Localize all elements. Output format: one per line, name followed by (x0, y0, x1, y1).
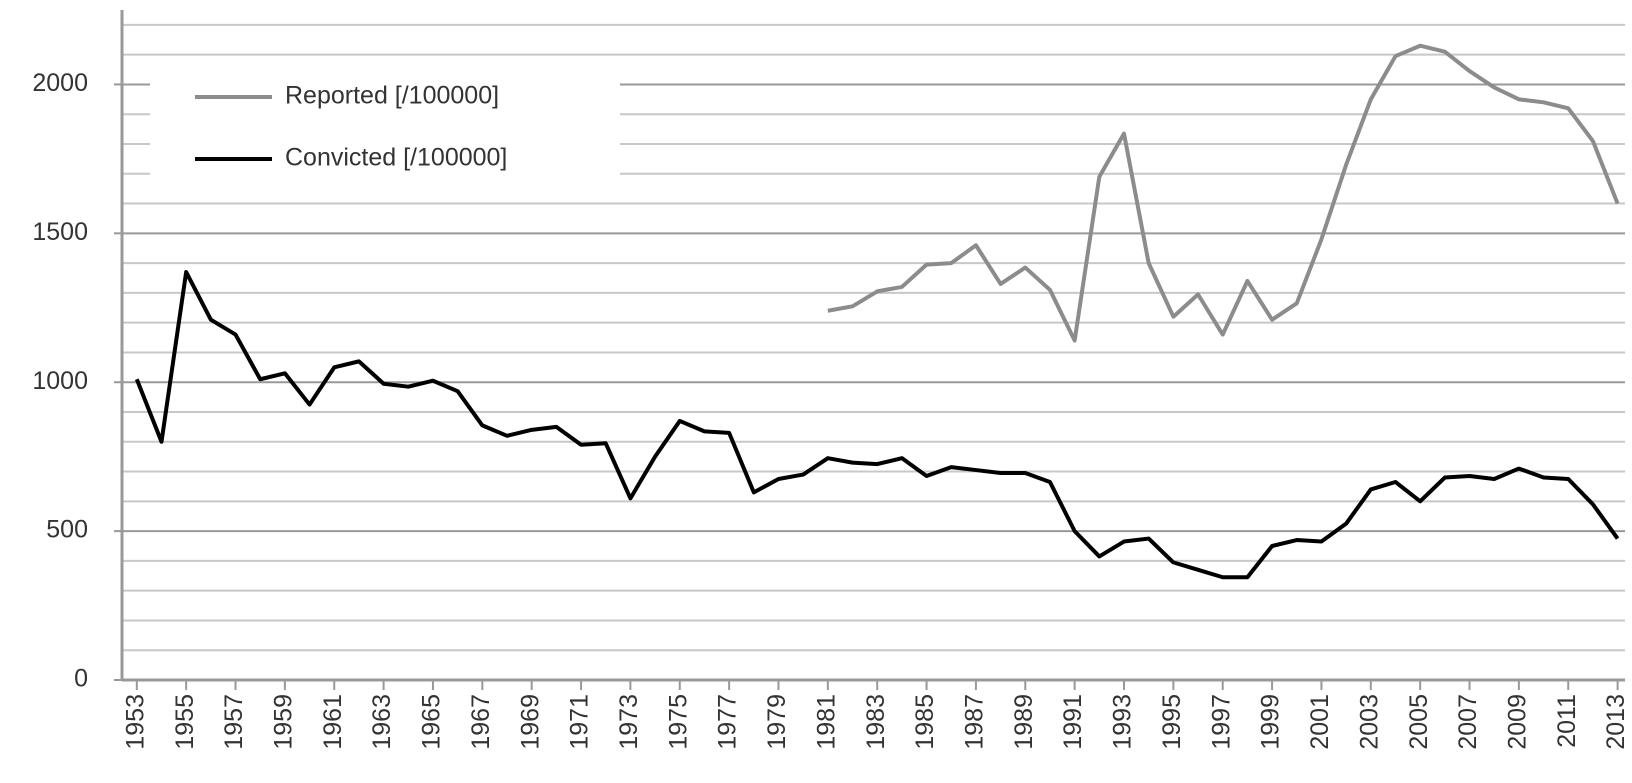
legend-label: Convicted [/100000] (285, 144, 507, 172)
x-tick-label: 1985 (911, 694, 939, 750)
series-line (827, 43, 1620, 343)
x-tick-label: 2001 (1306, 694, 1334, 750)
x-tick-label: 1983 (862, 694, 890, 750)
x-tick-label: 1995 (1158, 694, 1186, 750)
y-tick-label: 2000 (32, 69, 88, 97)
x-tick-label: 1953 (121, 694, 149, 750)
legend-label: Reported [/100000] (285, 82, 499, 110)
y-tick-label: 1000 (32, 367, 88, 395)
y-tick-label: 1500 (32, 218, 88, 246)
x-tick-label: 2007 (1454, 694, 1482, 750)
x-tick-label: 1993 (1109, 694, 1137, 750)
x-tick-label: 2009 (1503, 694, 1531, 750)
x-tick-label: 1981 (812, 694, 840, 750)
series-line (134, 270, 1620, 580)
x-tick-label: 2005 (1405, 694, 1433, 750)
y-tick-label: 500 (46, 516, 88, 544)
x-tick-label: 1965 (418, 694, 446, 750)
x-tick-label: 1975 (664, 694, 692, 750)
x-tick-label: 1961 (319, 694, 347, 750)
x-tick-label: 1987 (961, 694, 989, 750)
x-tick-label: 1955 (171, 694, 199, 750)
x-tick-label: 1969 (516, 694, 544, 750)
x-tick-label: 1957 (220, 694, 248, 750)
y-tick-label: 0 (74, 665, 88, 693)
x-tick-label: 1977 (714, 694, 742, 750)
legend-box (150, 62, 620, 187)
x-tick-label: 1991 (1059, 694, 1087, 750)
x-tick-label: 2011 (1553, 694, 1581, 748)
x-tick-label: 1959 (269, 694, 297, 750)
x-tick-label: 1989 (1010, 694, 1038, 750)
x-tick-label: 1973 (615, 694, 643, 750)
x-tick-label: 1997 (1207, 694, 1235, 750)
x-tick-label: 1971 (566, 694, 594, 750)
x-tick-label: 1999 (1257, 694, 1285, 750)
x-tick-label: 1963 (368, 694, 396, 750)
x-tick-label: 1979 (763, 694, 791, 750)
x-tick-label: 2003 (1355, 694, 1383, 750)
x-tick-label: 1967 (467, 694, 495, 750)
x-tick-label: 2013 (1602, 694, 1630, 750)
